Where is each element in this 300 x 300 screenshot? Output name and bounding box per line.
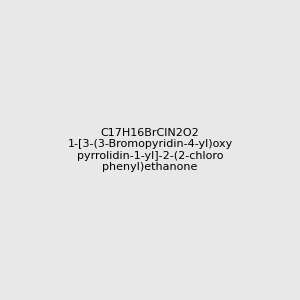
Text: C17H16BrClN2O2
1-[3-(3-Bromopyridin-4-yl)oxy
pyrrolidin-1-yl]-2-(2-chloro
phenyl: C17H16BrClN2O2 1-[3-(3-Bromopyridin-4-yl… — [68, 128, 232, 172]
